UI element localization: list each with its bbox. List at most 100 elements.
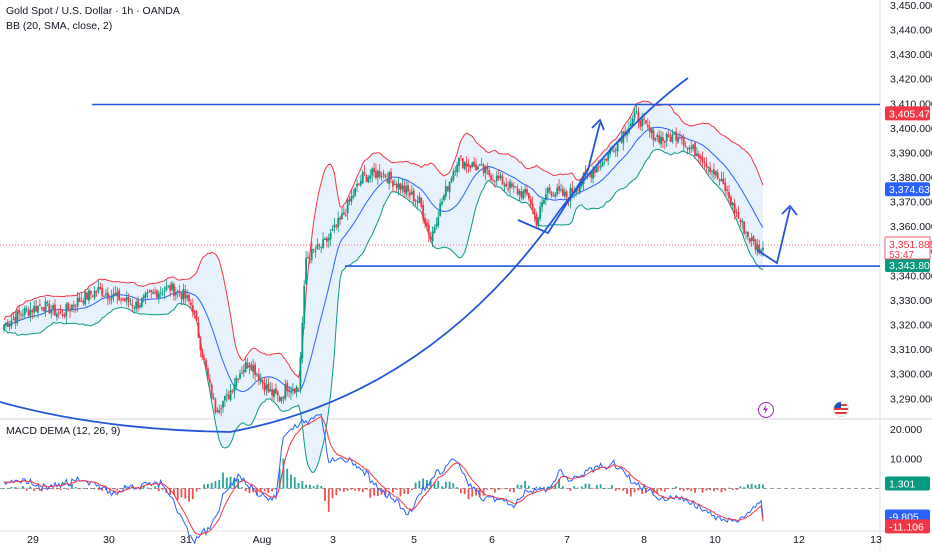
histogram-bar [142, 485, 145, 489]
histogram-bar [467, 488, 470, 500]
histogram-bar [188, 488, 190, 502]
signal-line-badge: -11.106 [889, 521, 924, 533]
price-tick-label: 3,360.000 [890, 221, 932, 233]
histogram-bar [482, 488, 485, 496]
candle-body [645, 120, 647, 124]
candle-body [696, 153, 698, 157]
candle-body [422, 205, 425, 220]
candle-body [180, 293, 183, 300]
histogram-bar [52, 488, 54, 490]
candle-body [171, 283, 173, 291]
candle-body [314, 250, 317, 253]
candle-body [10, 320, 13, 326]
candle-body [563, 191, 566, 197]
histogram-bar [59, 488, 62, 490]
candle-body [220, 408, 223, 410]
candle-body [273, 389, 275, 397]
histogram-bar [527, 485, 530, 489]
histogram-bar [199, 488, 202, 490]
histogram-bar [10, 486, 13, 489]
time-tick-label: 3 [330, 534, 336, 546]
histogram-bar [641, 488, 644, 494]
candle-body [431, 231, 434, 242]
candle-body [692, 144, 695, 149]
candle-body [284, 384, 287, 400]
candle-body [490, 175, 493, 181]
histogram-bar [305, 484, 307, 489]
candle-body [282, 396, 285, 398]
us-flag-icon[interactable] [833, 401, 849, 417]
candle-body [569, 187, 572, 202]
chart-title[interactable]: Gold Spot / U.S. Dollar · 1h · OANDA [6, 5, 180, 17]
candle-body [416, 201, 419, 203]
candle-body [518, 191, 521, 195]
macd-indicator-label[interactable]: MACD DEMA (12, 26, 9) [6, 425, 121, 437]
candle-body [256, 374, 258, 376]
histogram-bar [697, 488, 700, 490]
histogram-bar [618, 488, 621, 490]
histogram-bar [418, 480, 421, 489]
time-tick-label: 12 [793, 534, 805, 546]
candle-body [537, 217, 540, 226]
candle-body [173, 284, 175, 296]
histogram-bar [611, 485, 613, 489]
candle-body [548, 187, 551, 192]
price-tick-label: 3,380.000 [890, 172, 932, 184]
histogram-bar [539, 486, 542, 489]
candle-body [97, 286, 100, 292]
bb-basis-line [3, 126, 764, 393]
symbol-legend[interactable]: Gold Spot / U.S. Dollar · 1h · OANDA BB … [6, 5, 180, 32]
histogram-bar [346, 488, 349, 491]
bb-indicator-label[interactable]: BB (20, SMA, close, 2) [6, 20, 113, 32]
histogram-bar [146, 487, 149, 489]
candle-body [3, 324, 5, 330]
candle-body [356, 183, 358, 187]
candle-body [327, 237, 330, 241]
histogram-bar [120, 488, 122, 490]
candle-body [216, 410, 219, 413]
lightning-icon[interactable] [758, 402, 774, 418]
candle-body [561, 188, 564, 196]
candle-body [350, 196, 353, 202]
candle-body [86, 292, 88, 300]
candle-body [271, 389, 274, 396]
candle-body [227, 394, 230, 399]
price-tick-label: 3,370.000 [890, 197, 932, 209]
histogram-bar [93, 488, 96, 490]
histogram-bar [354, 488, 357, 491]
candle-body [637, 112, 640, 123]
histogram-bar [214, 480, 217, 489]
candle-body [225, 394, 228, 396]
histogram-bar [663, 488, 666, 492]
candle-body [758, 244, 761, 254]
histogram-bar [403, 488, 406, 494]
candle-body [101, 287, 104, 297]
candle-body [458, 157, 460, 166]
candle-body [629, 123, 632, 127]
candle-body [410, 191, 413, 195]
histogram-bar [33, 488, 36, 492]
candle-body [27, 310, 30, 316]
candle-body [524, 189, 527, 193]
last-price-label: 3,351.885 [889, 239, 932, 251]
candle-body [252, 365, 255, 372]
candle-body [682, 137, 685, 146]
candle-body [20, 313, 22, 315]
candle-body [601, 161, 604, 167]
candle-body [616, 141, 619, 152]
candle-body [233, 384, 236, 392]
candle-body [23, 308, 26, 315]
histogram-bar [173, 488, 175, 495]
candle-body [509, 181, 511, 189]
candle-body [335, 225, 338, 227]
histogram-bar [709, 488, 712, 490]
candle-body [254, 364, 257, 376]
candle-body [690, 147, 693, 149]
candle-body [178, 290, 181, 294]
candle-body [352, 195, 355, 198]
histogram-bar [388, 488, 391, 490]
candle-body [239, 373, 241, 379]
histogram-bar [660, 488, 662, 491]
